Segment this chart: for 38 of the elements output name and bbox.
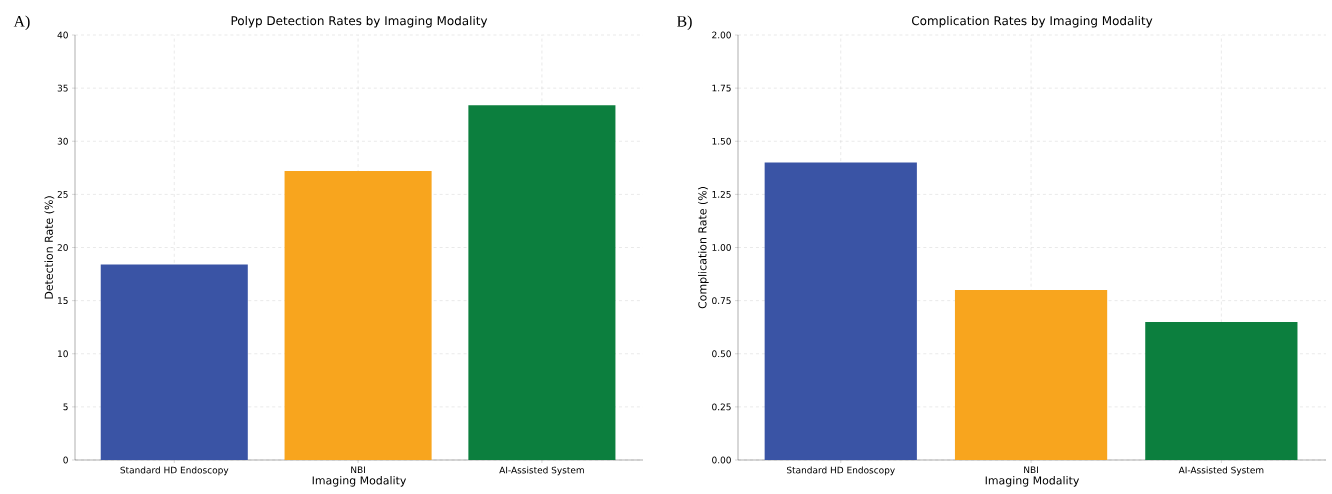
y-tick-label: 5	[63, 403, 68, 411]
chart-title: Polyp Detection Rates by Imaging Modality	[231, 15, 488, 28]
y-tick-label: 40	[57, 31, 68, 39]
y-tick-label: 1.50	[712, 137, 731, 145]
x-tick-label: AI-Assisted System	[499, 466, 584, 476]
text: A)	[13, 15, 30, 30]
y-tick-label: 1.25	[712, 190, 731, 198]
y-tick-label: 0.50	[712, 350, 731, 358]
bar	[954, 290, 1108, 461]
bar	[1145, 321, 1298, 461]
y-tick-label: 0.25	[712, 403, 731, 411]
bar	[100, 264, 248, 461]
y-tick-label: 15	[58, 297, 68, 304]
x-axis-title: Imaging Modality	[985, 476, 1080, 487]
x-tick-label: AI-Assisted System	[1178, 466, 1264, 476]
x-tick-label: Standard HD Endoscopy	[786, 466, 895, 476]
y-tick-label: 1.00	[712, 244, 731, 251]
x-tick-label: Standard HD Endoscopy	[120, 466, 229, 476]
y-tick-label: 25	[57, 190, 68, 198]
y-tick-label: 10	[58, 350, 68, 358]
x-tick-label: NBI	[1024, 466, 1038, 474]
x-tick-label: NBI	[351, 466, 365, 474]
bar	[284, 171, 432, 461]
y-tick-label: 0.00	[712, 456, 731, 464]
bar	[468, 105, 616, 461]
y-tick-label: 0.75	[712, 297, 731, 305]
y-axis-title: Detection Rate (%)	[44, 196, 55, 299]
text: B)	[676, 15, 692, 30]
x-axis-title: Imaging Modality	[312, 476, 407, 487]
bar	[764, 162, 917, 461]
y-tick-label: 30	[57, 137, 68, 145]
y-axis-title: Complication Rate (%)	[698, 187, 709, 309]
y-tick-label: 0	[63, 456, 68, 464]
y-tick-label: 2.00	[712, 31, 731, 39]
y-tick-label: 1.75	[712, 84, 731, 92]
y-tick-label: 35	[57, 84, 68, 92]
chart-title: Complication Rates by Imaging Modality	[912, 15, 1153, 28]
y-tick-label: 20	[57, 244, 68, 251]
